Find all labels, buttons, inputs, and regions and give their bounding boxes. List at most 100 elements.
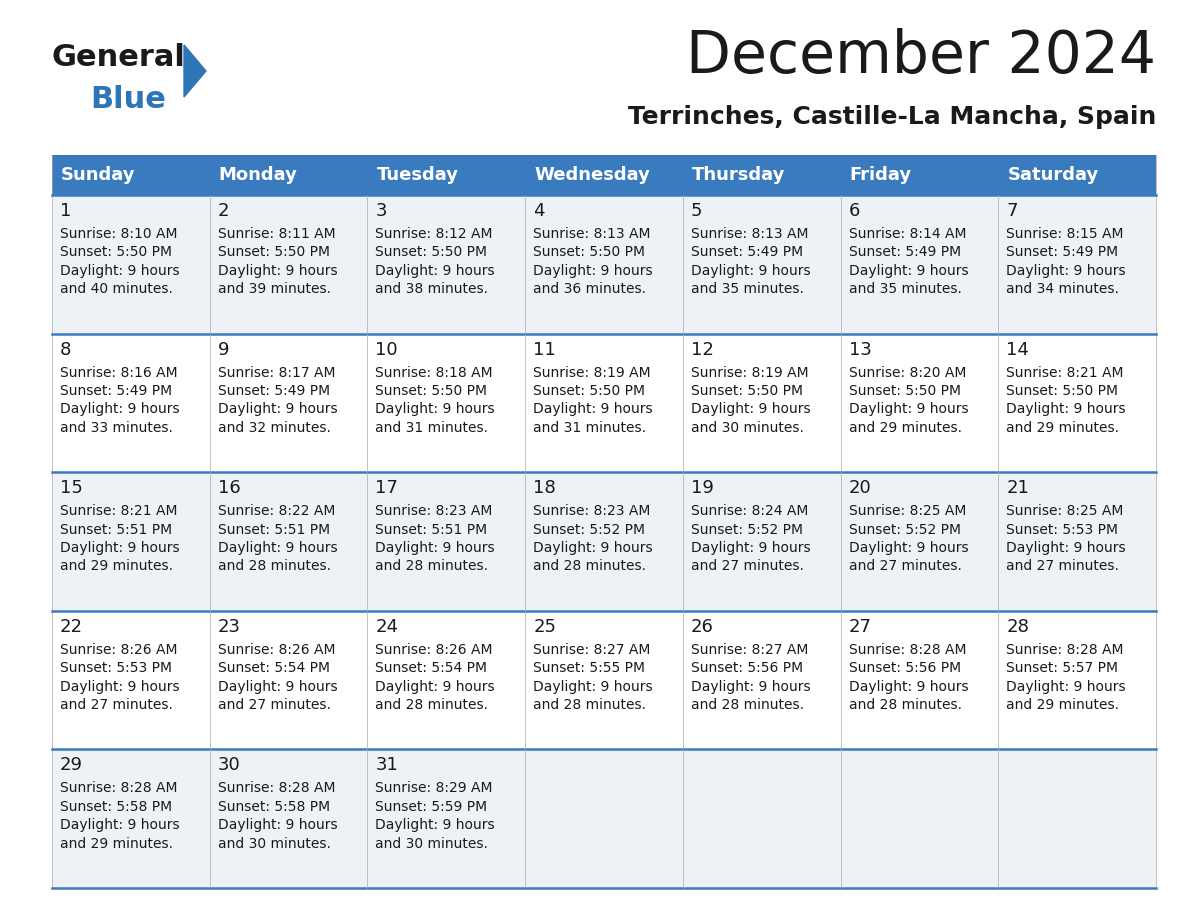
Bar [210, 195, 367, 333]
Bar [367, 155, 525, 195]
Bar [52, 610, 210, 749]
Bar [841, 333, 998, 472]
Bar [998, 749, 1156, 888]
Text: Sunrise: 8:27 AM
Sunset: 5:56 PM
Daylight: 9 hours
and 28 minutes.: Sunrise: 8:27 AM Sunset: 5:56 PM Dayligh… [691, 643, 810, 712]
Text: 8: 8 [61, 341, 71, 359]
Text: 1: 1 [61, 202, 71, 220]
Bar [210, 333, 367, 472]
Text: Sunrise: 8:19 AM
Sunset: 5:50 PM
Daylight: 9 hours
and 31 minutes.: Sunrise: 8:19 AM Sunset: 5:50 PM Dayligh… [533, 365, 652, 435]
Text: Sunrise: 8:13 AM
Sunset: 5:50 PM
Daylight: 9 hours
and 36 minutes.: Sunrise: 8:13 AM Sunset: 5:50 PM Dayligh… [533, 227, 652, 297]
Text: Sunrise: 8:15 AM
Sunset: 5:49 PM
Daylight: 9 hours
and 34 minutes.: Sunrise: 8:15 AM Sunset: 5:49 PM Dayligh… [1006, 227, 1126, 297]
Text: Sunrise: 8:24 AM
Sunset: 5:52 PM
Daylight: 9 hours
and 27 minutes.: Sunrise: 8:24 AM Sunset: 5:52 PM Dayligh… [691, 504, 810, 574]
Bar [525, 472, 683, 610]
Text: 10: 10 [375, 341, 398, 359]
Text: 20: 20 [848, 479, 871, 498]
Text: 29: 29 [61, 756, 83, 775]
Text: 7: 7 [1006, 202, 1018, 220]
Text: General: General [52, 43, 185, 72]
Text: Sunrise: 8:26 AM
Sunset: 5:54 PM
Daylight: 9 hours
and 28 minutes.: Sunrise: 8:26 AM Sunset: 5:54 PM Dayligh… [375, 643, 495, 712]
Bar [683, 749, 841, 888]
Bar [683, 610, 841, 749]
Text: Blue: Blue [90, 85, 166, 114]
Text: Sunrise: 8:21 AM
Sunset: 5:51 PM
Daylight: 9 hours
and 29 minutes.: Sunrise: 8:21 AM Sunset: 5:51 PM Dayligh… [61, 504, 179, 574]
Text: 26: 26 [691, 618, 714, 636]
Text: Sunrise: 8:16 AM
Sunset: 5:49 PM
Daylight: 9 hours
and 33 minutes.: Sunrise: 8:16 AM Sunset: 5:49 PM Dayligh… [61, 365, 179, 435]
Text: Sunrise: 8:19 AM
Sunset: 5:50 PM
Daylight: 9 hours
and 30 minutes.: Sunrise: 8:19 AM Sunset: 5:50 PM Dayligh… [691, 365, 810, 435]
Text: Sunrise: 8:14 AM
Sunset: 5:49 PM
Daylight: 9 hours
and 35 minutes.: Sunrise: 8:14 AM Sunset: 5:49 PM Dayligh… [848, 227, 968, 297]
Text: Sunrise: 8:29 AM
Sunset: 5:59 PM
Daylight: 9 hours
and 30 minutes.: Sunrise: 8:29 AM Sunset: 5:59 PM Dayligh… [375, 781, 495, 851]
Text: 5: 5 [691, 202, 702, 220]
Bar [998, 155, 1156, 195]
Text: 28: 28 [1006, 618, 1029, 636]
Bar [525, 749, 683, 888]
Text: Sunrise: 8:22 AM
Sunset: 5:51 PM
Daylight: 9 hours
and 28 minutes.: Sunrise: 8:22 AM Sunset: 5:51 PM Dayligh… [217, 504, 337, 574]
Bar [683, 195, 841, 333]
Text: Sunrise: 8:11 AM
Sunset: 5:50 PM
Daylight: 9 hours
and 39 minutes.: Sunrise: 8:11 AM Sunset: 5:50 PM Dayligh… [217, 227, 337, 297]
Text: Sunrise: 8:12 AM
Sunset: 5:50 PM
Daylight: 9 hours
and 38 minutes.: Sunrise: 8:12 AM Sunset: 5:50 PM Dayligh… [375, 227, 495, 297]
Bar [841, 155, 998, 195]
Text: 4: 4 [533, 202, 544, 220]
Bar [525, 333, 683, 472]
Bar [52, 333, 210, 472]
Text: Sunrise: 8:23 AM
Sunset: 5:51 PM
Daylight: 9 hours
and 28 minutes.: Sunrise: 8:23 AM Sunset: 5:51 PM Dayligh… [375, 504, 495, 574]
Text: Sunrise: 8:17 AM
Sunset: 5:49 PM
Daylight: 9 hours
and 32 minutes.: Sunrise: 8:17 AM Sunset: 5:49 PM Dayligh… [217, 365, 337, 435]
Text: 18: 18 [533, 479, 556, 498]
Bar [841, 472, 998, 610]
Text: Friday: Friday [849, 166, 911, 184]
Bar [52, 195, 210, 333]
Text: Sunrise: 8:26 AM
Sunset: 5:53 PM
Daylight: 9 hours
and 27 minutes.: Sunrise: 8:26 AM Sunset: 5:53 PM Dayligh… [61, 643, 179, 712]
Bar [525, 610, 683, 749]
Bar [841, 610, 998, 749]
Bar [367, 610, 525, 749]
Text: Terrinches, Castille-La Mancha, Spain: Terrinches, Castille-La Mancha, Spain [627, 105, 1156, 129]
Text: 27: 27 [848, 618, 872, 636]
Text: Sunrise: 8:27 AM
Sunset: 5:55 PM
Daylight: 9 hours
and 28 minutes.: Sunrise: 8:27 AM Sunset: 5:55 PM Dayligh… [533, 643, 652, 712]
Text: 30: 30 [217, 756, 240, 775]
Text: Sunrise: 8:28 AM
Sunset: 5:58 PM
Daylight: 9 hours
and 30 minutes.: Sunrise: 8:28 AM Sunset: 5:58 PM Dayligh… [217, 781, 337, 851]
Bar [367, 333, 525, 472]
Text: 11: 11 [533, 341, 556, 359]
Text: 31: 31 [375, 756, 398, 775]
Text: 2: 2 [217, 202, 229, 220]
Text: 23: 23 [217, 618, 241, 636]
Bar [52, 472, 210, 610]
Text: Sunrise: 8:18 AM
Sunset: 5:50 PM
Daylight: 9 hours
and 31 minutes.: Sunrise: 8:18 AM Sunset: 5:50 PM Dayligh… [375, 365, 495, 435]
Bar [525, 155, 683, 195]
Text: Sunday: Sunday [61, 166, 135, 184]
Text: Sunrise: 8:28 AM
Sunset: 5:56 PM
Daylight: 9 hours
and 28 minutes.: Sunrise: 8:28 AM Sunset: 5:56 PM Dayligh… [848, 643, 968, 712]
Text: 12: 12 [691, 341, 714, 359]
Text: Sunrise: 8:26 AM
Sunset: 5:54 PM
Daylight: 9 hours
and 27 minutes.: Sunrise: 8:26 AM Sunset: 5:54 PM Dayligh… [217, 643, 337, 712]
Bar [367, 749, 525, 888]
Text: Monday: Monday [219, 166, 297, 184]
Text: Tuesday: Tuesday [377, 166, 459, 184]
Text: 9: 9 [217, 341, 229, 359]
Bar [367, 472, 525, 610]
Text: Thursday: Thursday [691, 166, 785, 184]
Bar [210, 472, 367, 610]
Bar [210, 155, 367, 195]
Text: 13: 13 [848, 341, 872, 359]
Text: 22: 22 [61, 618, 83, 636]
Bar [841, 749, 998, 888]
Text: 24: 24 [375, 618, 398, 636]
Bar [683, 155, 841, 195]
Bar [52, 155, 210, 195]
Bar [683, 472, 841, 610]
Bar [367, 195, 525, 333]
Bar [210, 749, 367, 888]
Text: 16: 16 [217, 479, 240, 498]
Text: Sunrise: 8:25 AM
Sunset: 5:52 PM
Daylight: 9 hours
and 27 minutes.: Sunrise: 8:25 AM Sunset: 5:52 PM Dayligh… [848, 504, 968, 574]
Bar [52, 749, 210, 888]
Bar [998, 610, 1156, 749]
Text: Sunrise: 8:28 AM
Sunset: 5:57 PM
Daylight: 9 hours
and 29 minutes.: Sunrise: 8:28 AM Sunset: 5:57 PM Dayligh… [1006, 643, 1126, 712]
Text: Sunrise: 8:21 AM
Sunset: 5:50 PM
Daylight: 9 hours
and 29 minutes.: Sunrise: 8:21 AM Sunset: 5:50 PM Dayligh… [1006, 365, 1126, 435]
Text: Wednesday: Wednesday [535, 166, 650, 184]
Text: Sunrise: 8:13 AM
Sunset: 5:49 PM
Daylight: 9 hours
and 35 minutes.: Sunrise: 8:13 AM Sunset: 5:49 PM Dayligh… [691, 227, 810, 297]
Text: 25: 25 [533, 618, 556, 636]
Bar [998, 472, 1156, 610]
Bar [525, 195, 683, 333]
Text: 21: 21 [1006, 479, 1029, 498]
Text: Sunrise: 8:28 AM
Sunset: 5:58 PM
Daylight: 9 hours
and 29 minutes.: Sunrise: 8:28 AM Sunset: 5:58 PM Dayligh… [61, 781, 179, 851]
Text: 19: 19 [691, 479, 714, 498]
Text: Sunrise: 8:23 AM
Sunset: 5:52 PM
Daylight: 9 hours
and 28 minutes.: Sunrise: 8:23 AM Sunset: 5:52 PM Dayligh… [533, 504, 652, 574]
